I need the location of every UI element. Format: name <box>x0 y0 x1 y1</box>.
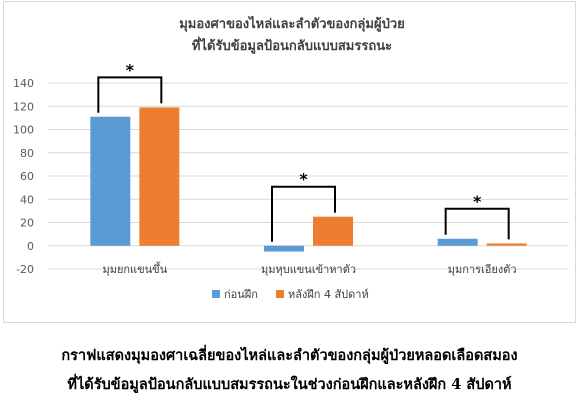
significance-bracket <box>271 185 336 242</box>
significance-bracket <box>97 76 163 113</box>
significance-bracket <box>444 207 510 240</box>
bar <box>90 116 131 246</box>
chart-frame: มุมองศาของไหล่และลำตัวของกลุ่มผู้ป่วยที่… <box>3 1 576 323</box>
caption-line-2: ที่ได้รับข้อมูลป้อนกลับแบบสมรรถนะในช่วงก… <box>67 376 512 393</box>
y-tick-label: 140 <box>13 77 34 90</box>
caption-line-1: กราฟแสดงมุมองศาเฉลี่ยของไหล่และลำตัวของก… <box>61 347 518 364</box>
bar <box>313 216 353 246</box>
chart-title-line-1: มุมองศาของไหล่และลำตัวของกลุ่มผู้ป่วย <box>179 15 405 32</box>
chart-canvas: มุมองศาของไหล่และลำตัวของกลุ่มผู้ป่วยที่… <box>13 15 569 301</box>
y-tick-label: 120 <box>13 100 34 113</box>
significance-asterisk: * <box>299 170 308 189</box>
x-tick-label: มุมการเอียงตัว <box>448 263 517 276</box>
legend-label: ก่อนฝึก <box>224 288 258 301</box>
significance-asterisk: * <box>473 192 482 211</box>
significance-asterisk: * <box>126 60 135 79</box>
y-tick-label: -20 <box>16 263 34 276</box>
legend-swatch <box>276 290 284 298</box>
y-tick-label: 40 <box>20 193 34 206</box>
y-tick-label: 80 <box>20 147 34 160</box>
bar <box>139 107 180 246</box>
bar <box>486 243 527 246</box>
y-tick-label: 100 <box>13 124 34 137</box>
bar <box>437 238 478 246</box>
x-tick-label: มุมหุบแขนเข้าหาตัว <box>261 263 356 276</box>
x-tick-label: มุมยกแขนขึ้น <box>102 261 167 276</box>
legend-swatch <box>212 290 220 298</box>
legend-label: หลังฝึก 4 สัปดาห์ <box>288 288 369 301</box>
chart-title-line-2: ที่ได้รับข้อมูลป้อนกลับแบบสมรรถนะ <box>192 36 392 54</box>
y-tick-label: 0 <box>27 240 34 253</box>
bar <box>264 245 304 252</box>
y-tick-label: 60 <box>20 170 34 183</box>
y-tick-label: 20 <box>20 217 34 230</box>
